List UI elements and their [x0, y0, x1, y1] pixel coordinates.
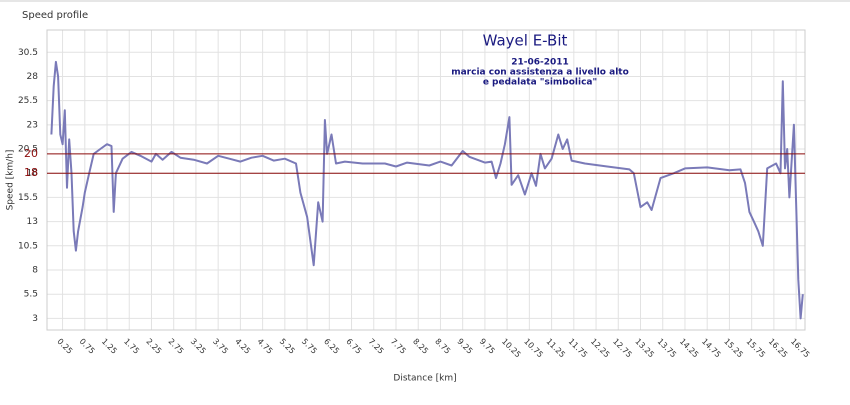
- annotation: Wayel E-Bit: [483, 32, 568, 50]
- reference-label: 20: [24, 147, 38, 160]
- chart-title: Speed profile: [22, 10, 88, 21]
- annotation: marcia con assistenza a livello alto: [451, 68, 629, 78]
- y-tick-label: 15.5: [18, 193, 38, 203]
- y-tick-label: 23: [27, 120, 38, 130]
- reference-label: 18: [24, 166, 38, 179]
- y-tick-label: 20.5: [18, 145, 38, 155]
- y-tick-label: 8: [32, 266, 38, 276]
- x-axis-label: Distance [km]: [393, 374, 456, 384]
- y-tick-label: 25.5: [18, 96, 38, 106]
- y-tick-label: 28: [27, 72, 39, 82]
- plot-frame: [46, 29, 806, 331]
- y-axis-label: Speed [km/h]: [6, 150, 16, 211]
- y-tick-label: 30.5: [18, 48, 38, 58]
- y-tick-label: 3: [32, 314, 38, 324]
- annotation: e pedalata "simbolica": [483, 78, 597, 88]
- y-tick-label: 5.5: [24, 290, 38, 300]
- y-tick-label: 18: [27, 169, 39, 179]
- annotation: 21-06-2011: [511, 58, 569, 68]
- speed-line: [50, 60, 804, 320]
- y-tick-label: 10.5: [18, 241, 38, 251]
- y-tick-label: 13: [27, 217, 38, 227]
